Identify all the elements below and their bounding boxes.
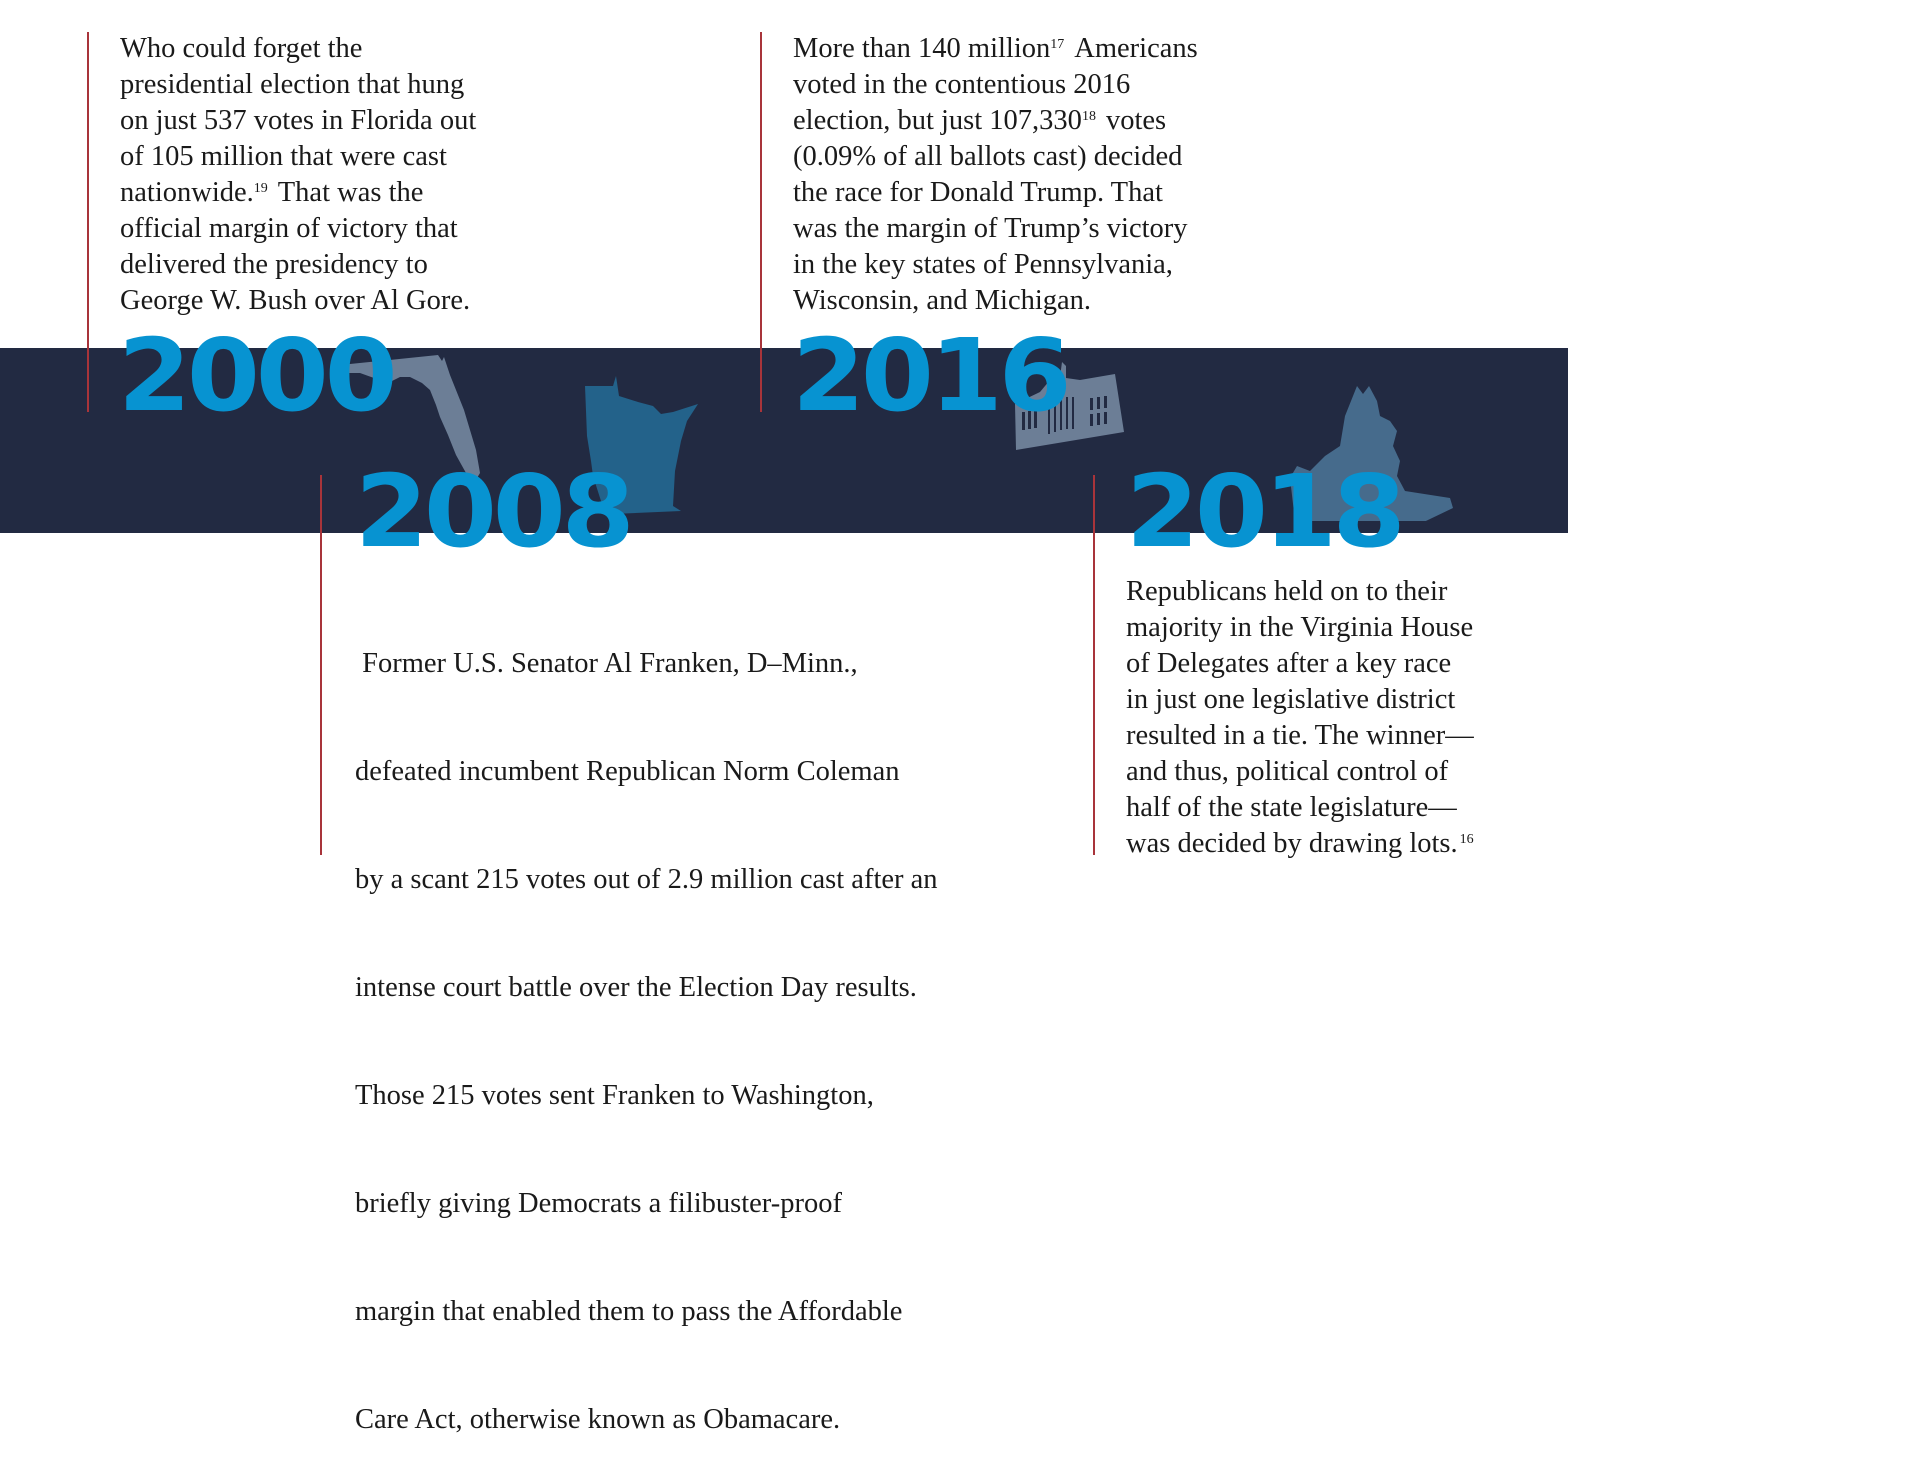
text-line: Former U.S. Senator Al Franken, D–Minn.,	[355, 648, 858, 679]
text-segment: That was the	[277, 177, 424, 208]
text-line: on just 537 votes in Florida out	[120, 105, 477, 136]
entry-2018-text: Republicans held on to their majority in…	[1126, 574, 1484, 862]
text-line: of 105 million that were cast	[120, 141, 447, 172]
text-segment: More than 140 million	[793, 33, 1051, 64]
timeline-rule-2016	[760, 32, 762, 412]
text-segment: Americans	[1074, 33, 1198, 64]
text-line: majority in the Virginia House	[1126, 612, 1474, 643]
text-line: by a scant 215 votes out of 2.9 million …	[355, 864, 938, 895]
text-segment: votes	[1105, 105, 1167, 136]
text-line: voted in the contentious 2016	[793, 69, 1131, 100]
virginia-map-icon	[1290, 386, 1453, 521]
text-line: half of the state legislature—	[1126, 792, 1457, 823]
text-line: official margin of victory that	[120, 213, 458, 244]
text-line: intense court battle over the Election D…	[355, 972, 917, 1003]
text-segment: nationwide.	[120, 177, 254, 208]
footnote-ref: 19	[253, 181, 268, 196]
text-line: election, but just 107,33018 votes	[793, 103, 1198, 139]
white-house-icon	[1015, 362, 1124, 450]
text-line: Wisconsin, and Michigan.	[793, 285, 1092, 316]
text-line: in just one legislative district	[1126, 684, 1456, 715]
footnote-ref: 16	[1459, 832, 1474, 847]
text-line: Care Act, otherwise known as Obamacare.	[355, 1404, 841, 1435]
text-line: in the key states of Pennsylvania,	[793, 249, 1173, 280]
entry-2008-text: Former U.S. Senator Al Franken, D–Minn.,…	[355, 574, 938, 1474]
footnote-ref: 18	[1081, 109, 1096, 124]
text-line: was the margin of Trump’s victory	[793, 213, 1188, 244]
timeline-rule-2008	[320, 475, 322, 855]
text-line: defeated incumbent Republican Norm Colem…	[355, 756, 900, 787]
text-line: Republicans held on to their	[1126, 576, 1448, 607]
text-segment: was decided by drawing lots.	[1126, 828, 1458, 859]
text-line: delivered the presidency to	[120, 249, 428, 280]
text-line: margin that enabled them to pass the Aff…	[355, 1296, 903, 1327]
text-line: presidential election that hung	[120, 69, 465, 100]
text-line: Those 215 votes sent Franken to Washingt…	[355, 1080, 874, 1111]
text-line: was decided by drawing lots. 16	[1126, 826, 1484, 862]
text-line: More than 140 million17 Americans	[793, 31, 1198, 67]
text-line: (0.09% of all ballots cast) decided	[793, 141, 1183, 172]
timeline-rule-2000	[87, 32, 89, 412]
entry-2000-text: Who could forget the presidential electi…	[120, 31, 476, 319]
text-line: Who could forget the	[120, 33, 363, 64]
text-line: resulted in a tie. The winner—	[1126, 720, 1474, 751]
text-line: George W. Bush over Al Gore.	[120, 285, 471, 316]
text-line: briefly giving Democrats a filibuster-pr…	[355, 1188, 842, 1219]
florida-map-icon	[340, 355, 480, 483]
text-line: and thus, political control of	[1126, 756, 1449, 787]
timeline-rule-2018	[1093, 475, 1095, 855]
entry-2016-text: More than 140 million17 Americans voted i…	[793, 31, 1198, 319]
year-2018: 2018	[1126, 453, 1406, 570]
text-line: the race for Donald Trump. That	[793, 177, 1163, 208]
text-line: nationwide.19 That was the	[120, 175, 476, 211]
footnote-ref: 17	[1050, 37, 1065, 52]
year-2000: 2000	[118, 317, 398, 434]
text-segment: election, but just 107,330	[793, 105, 1082, 136]
text-line: of Delegates after a key race	[1126, 648, 1452, 679]
minnesota-map-icon	[585, 376, 698, 514]
year-2016: 2016	[792, 317, 1072, 434]
year-2008: 2008	[355, 453, 635, 570]
